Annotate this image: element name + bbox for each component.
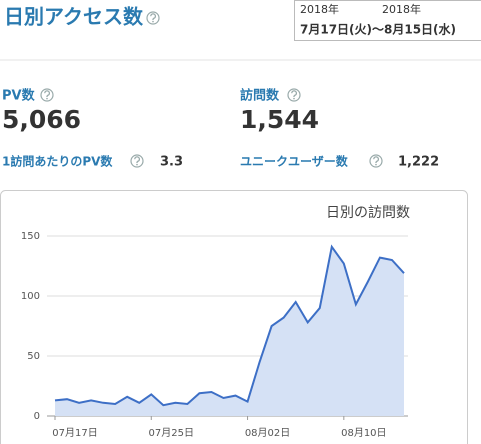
x-tick-label: 07月25日 — [149, 427, 194, 439]
y-tick-label: 100 — [21, 291, 40, 302]
stat-value: 1,544 — [240, 105, 319, 134]
date-box[interactable] — [294, 0, 481, 41]
end-year: 2018年 — [382, 2, 421, 16]
line — [54, 244, 405, 407]
x-tick-label: 08月10日 — [341, 427, 386, 439]
x-tick-label: 07月17日 — [52, 427, 97, 439]
area — [55, 246, 404, 416]
stat-label: ユニークユーザー数 — [240, 154, 349, 169]
stat-label: 訪問数 — [240, 88, 280, 104]
y-tick-label: 0 — [34, 411, 40, 422]
help-icon[interactable] — [146, 11, 160, 25]
x-tick-label: 08月02日 — [245, 427, 290, 439]
y-tick-label: 150 — [21, 231, 40, 242]
start-year: 2018年 — [300, 2, 339, 16]
stat-value: 3.3 — [160, 155, 183, 170]
start-date: 7月17日(火) — [300, 23, 372, 37]
stat-value: 1,222 — [398, 155, 439, 170]
page-title: 日別アクセス数 — [4, 5, 144, 29]
stat-value: 5,066 — [2, 105, 81, 134]
stat-label: PV数 — [2, 88, 36, 104]
chart-title: 日別の訪問数 — [326, 205, 410, 221]
y-tick-label: 50 — [27, 351, 40, 362]
stat-label: 1訪問あたりのPV数 — [2, 154, 113, 169]
end-date: 〜8月15日(水) — [372, 22, 456, 37]
